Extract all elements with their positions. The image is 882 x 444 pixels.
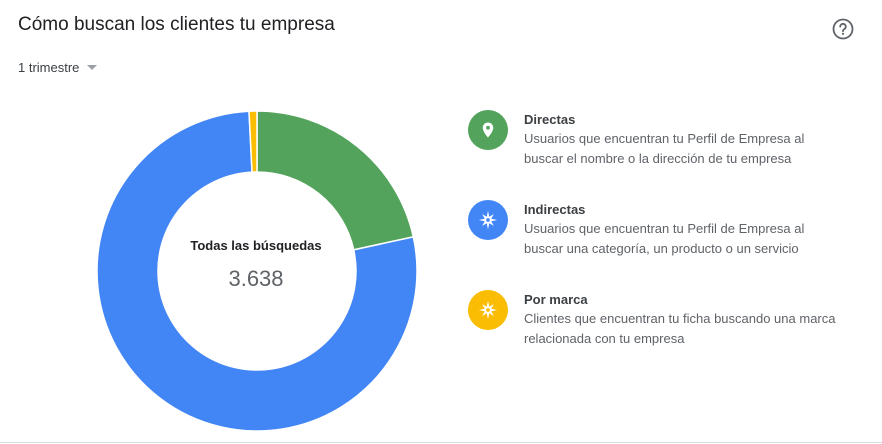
donut-slice-por-marca[interactable] (248, 110, 258, 173)
legend-title: Por marca (524, 292, 588, 307)
legend-item-por-marca: Por marca Clientes que encuentran tu fic… (468, 290, 844, 349)
legend-title: Directas (524, 112, 576, 127)
period-label: 1 trimestre (18, 60, 80, 75)
compass-icon (468, 200, 508, 240)
donut-center-value: 3.638 (228, 266, 284, 291)
location-pin-icon (468, 110, 508, 150)
page-title: Cómo buscan los clientes tu empresa (18, 14, 335, 35)
legend-description: Usuarios que encuentran tu Perfil de Emp… (524, 131, 805, 166)
period-dropdown[interactable]: 1 trimestre (18, 60, 98, 75)
searches-donut-chart (96, 110, 418, 432)
help-circle-icon (832, 18, 854, 40)
legend-description: Usuarios que encuentran tu Perfil de Emp… (524, 221, 805, 256)
legend-item-indirectas: Indirectas Usuarios que encuentran tu Pe… (468, 200, 844, 259)
donut-slice-directas[interactable] (256, 110, 415, 251)
legend-item-directas: Directas Usuarios que encuentran tu Perf… (468, 110, 844, 169)
divider (0, 442, 882, 443)
compass-icon (468, 290, 508, 330)
donut-center-label: Todas las búsquedas (190, 238, 322, 253)
chevron-down-icon (87, 65, 98, 70)
legend-description: Clientes que encuentran tu ficha buscand… (524, 311, 836, 346)
donut-slice-indirectas[interactable] (96, 110, 418, 432)
legend-title: Indirectas (524, 202, 586, 217)
help-button[interactable] (832, 18, 854, 40)
